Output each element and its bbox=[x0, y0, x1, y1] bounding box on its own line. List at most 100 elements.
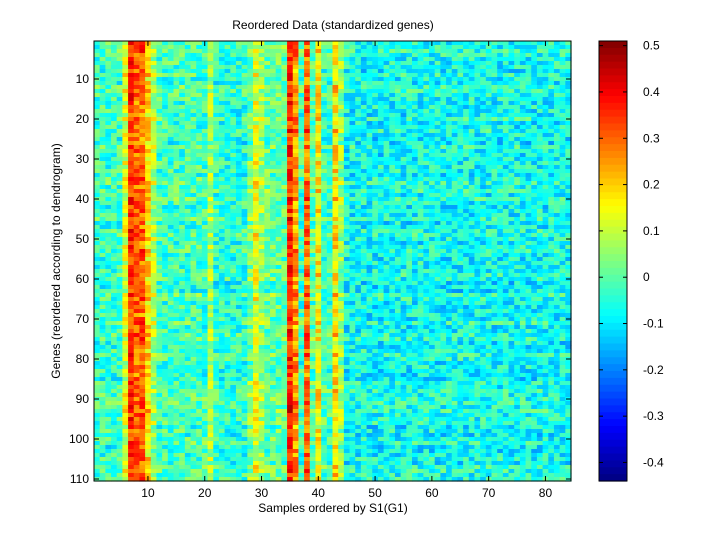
heatmap-cell bbox=[247, 165, 254, 170]
heatmap-cell bbox=[377, 265, 385, 270]
heatmap-cell bbox=[213, 49, 220, 54]
heatmap-cell bbox=[514, 77, 521, 82]
heatmap-cell bbox=[434, 173, 441, 178]
heatmap-cell bbox=[519, 229, 527, 234]
heatmap-cell bbox=[423, 205, 430, 210]
heatmap-cell bbox=[440, 209, 447, 214]
heatmap-cell bbox=[167, 205, 175, 210]
heatmap-cell bbox=[275, 53, 282, 58]
heatmap-cell bbox=[309, 161, 317, 166]
heatmap-cell bbox=[474, 257, 481, 262]
heatmap-cell bbox=[309, 193, 317, 198]
heatmap-cell bbox=[275, 105, 282, 110]
heatmap-cell bbox=[463, 257, 470, 262]
heatmap-cell bbox=[491, 273, 498, 278]
heatmap-cell bbox=[224, 177, 231, 182]
heatmap-cell bbox=[207, 241, 214, 246]
heatmap-cell bbox=[485, 49, 493, 54]
heatmap-cell bbox=[338, 109, 345, 114]
heatmap-cell bbox=[321, 61, 328, 66]
heatmap-cell bbox=[497, 49, 504, 54]
heatmap-cell bbox=[292, 201, 300, 206]
heatmap-cell bbox=[179, 69, 186, 74]
heatmap-cell bbox=[224, 269, 231, 274]
heatmap-cell bbox=[116, 165, 123, 170]
heatmap-cell bbox=[190, 157, 197, 162]
heatmap-cell bbox=[531, 145, 538, 150]
heatmap-cell bbox=[196, 193, 203, 198]
heatmap-cell bbox=[497, 189, 504, 194]
heatmap-cell bbox=[139, 133, 146, 138]
heatmap-cell bbox=[372, 213, 379, 218]
heatmap-cell bbox=[122, 77, 129, 82]
heatmap-cell bbox=[440, 245, 447, 250]
heatmap-cell bbox=[179, 101, 186, 106]
heatmap-cell bbox=[128, 97, 135, 102]
heatmap-cell bbox=[213, 165, 220, 170]
heatmap-cell bbox=[184, 89, 192, 94]
heatmap-cell bbox=[133, 149, 141, 154]
heatmap-cell bbox=[394, 113, 402, 118]
heatmap-cell bbox=[446, 125, 453, 130]
heatmap-cell bbox=[332, 89, 339, 94]
heatmap-cell bbox=[446, 233, 453, 238]
heatmap-cell bbox=[167, 77, 175, 82]
heatmap-cell bbox=[553, 201, 561, 206]
heatmap-cell bbox=[258, 141, 265, 146]
heatmap-cell bbox=[247, 113, 254, 118]
heatmap-cell bbox=[468, 221, 476, 226]
heatmap-cell bbox=[287, 221, 294, 226]
heatmap-cell bbox=[531, 181, 538, 186]
heatmap-cell bbox=[457, 265, 464, 270]
heatmap-cell bbox=[224, 261, 231, 266]
heatmap-cell bbox=[270, 141, 277, 146]
heatmap-cell bbox=[287, 41, 294, 46]
heatmap-cell bbox=[440, 257, 447, 262]
heatmap-cell bbox=[207, 113, 214, 118]
heatmap-cell bbox=[491, 117, 498, 122]
heatmap-cell bbox=[332, 233, 339, 238]
heatmap-cell bbox=[139, 201, 146, 206]
heatmap-cell bbox=[355, 245, 362, 250]
heatmap-cell bbox=[105, 105, 112, 110]
heatmap-cell bbox=[559, 165, 566, 170]
heatmap-cell bbox=[377, 41, 385, 46]
heatmap-cell bbox=[275, 261, 282, 266]
heatmap-cell bbox=[366, 93, 373, 98]
heatmap-cell bbox=[224, 113, 231, 118]
heatmap-cell bbox=[247, 257, 254, 262]
heatmap-cell bbox=[474, 165, 481, 170]
heatmap-cell bbox=[253, 245, 260, 250]
heatmap-cell bbox=[355, 109, 362, 114]
heatmap-cell bbox=[145, 69, 152, 74]
heatmap-cell bbox=[196, 153, 203, 158]
heatmap-cell bbox=[463, 133, 470, 138]
heatmap-cell bbox=[105, 53, 112, 58]
heatmap-cell bbox=[332, 225, 339, 230]
heatmap-cell bbox=[247, 189, 254, 194]
heatmap-cell bbox=[440, 229, 447, 234]
heatmap-cell bbox=[241, 245, 248, 250]
heatmap-cell bbox=[377, 173, 385, 178]
heatmap-cell bbox=[201, 117, 209, 122]
heatmap-cell bbox=[360, 97, 368, 102]
heatmap-cell bbox=[412, 177, 419, 182]
heatmap-cell bbox=[332, 145, 339, 150]
heatmap-cell bbox=[133, 77, 141, 82]
heatmap-cell bbox=[531, 65, 538, 70]
heatmap-cell bbox=[446, 49, 453, 54]
heatmap-cell bbox=[491, 253, 498, 258]
heatmap-cell bbox=[309, 61, 317, 66]
heatmap-cell bbox=[224, 77, 231, 82]
heatmap-cell bbox=[139, 85, 146, 90]
heatmap-cell bbox=[355, 169, 362, 174]
heatmap-cell bbox=[111, 189, 118, 194]
heatmap-cell bbox=[105, 141, 112, 146]
heatmap-cell bbox=[315, 213, 322, 218]
heatmap-cell bbox=[491, 233, 498, 238]
heatmap-cell bbox=[99, 225, 106, 230]
heatmap-cell bbox=[412, 241, 419, 246]
heatmap-cell bbox=[366, 117, 373, 122]
heatmap-cell bbox=[247, 197, 254, 202]
heatmap-cell bbox=[446, 117, 453, 122]
